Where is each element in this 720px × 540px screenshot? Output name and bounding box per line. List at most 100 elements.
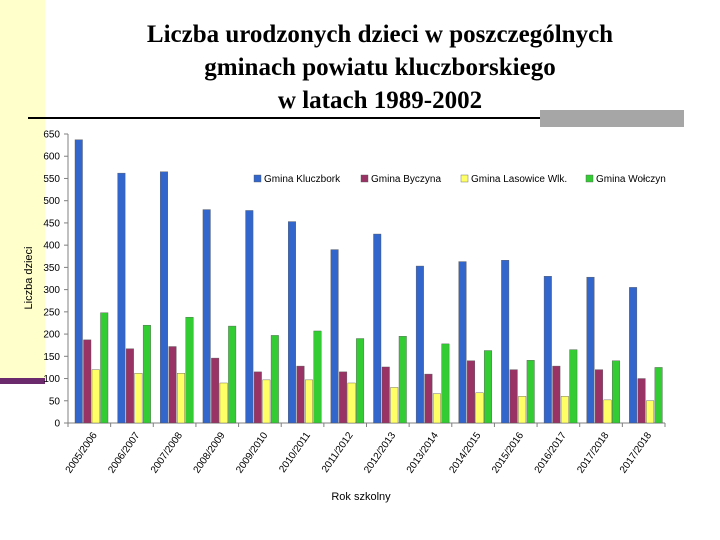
bar (228, 325, 237, 424)
bar (117, 172, 126, 424)
bar (168, 346, 177, 424)
bar (100, 312, 109, 424)
y-tick-label: 50 (49, 396, 61, 407)
y-tick-label: 0 (54, 419, 60, 430)
title-line-3: w latach 1989-2002 (277, 87, 483, 114)
legend-swatch (585, 174, 594, 183)
title-line-2: gminach powiatu kluczborskiego (204, 54, 556, 81)
x-tick-label: 2009/2010 (234, 430, 270, 475)
y-tick-label: 500 (43, 196, 60, 207)
bar (211, 357, 220, 424)
legend-swatch (360, 174, 369, 183)
title-line-1: Liczba urodzonych dzieci w poszczególnyc… (146, 21, 614, 48)
bar (441, 343, 450, 424)
bar (501, 260, 510, 424)
bar (177, 373, 185, 424)
bar (381, 366, 390, 424)
bar (458, 261, 467, 424)
y-tick-label: 200 (43, 330, 60, 341)
page-title: Liczba urodzonych dzieci w poszczególnyc… (60, 18, 700, 117)
y-tick-label: 450 (43, 218, 60, 229)
x-tick-label: 2015/2016 (490, 430, 526, 475)
bar (586, 276, 595, 424)
legend-swatch (460, 174, 469, 183)
bar (134, 373, 143, 424)
x-tick-label: 2017/2018 (618, 430, 654, 475)
bar (373, 233, 382, 424)
bar (270, 335, 279, 424)
bar (202, 209, 211, 424)
bar (569, 349, 578, 424)
bar (262, 379, 271, 424)
x-tick-label: 2006/2007 (106, 430, 142, 475)
bar (467, 360, 475, 424)
bar (552, 365, 561, 424)
bar (185, 316, 194, 424)
y-tick-label: 150 (43, 352, 60, 363)
bar (595, 369, 603, 424)
x-tick-label: 2010/2011 (277, 430, 313, 475)
bar (91, 369, 100, 424)
x-tick-label: 2017/2018 (575, 430, 611, 475)
x-axis-label: Rok szkolny (331, 491, 391, 503)
y-tick-label: 300 (43, 285, 60, 296)
bar (509, 369, 518, 424)
bar (603, 399, 612, 424)
legend-label: Gmina Kluczbork (264, 174, 341, 185)
bar (526, 360, 535, 424)
bar (518, 396, 527, 424)
y-axis-label: Liczba dzieci (23, 247, 35, 310)
title-underline-accent (540, 110, 684, 127)
bar (253, 371, 262, 424)
bar (646, 400, 655, 424)
legend-label: Gmina Lasowice Wlk. (471, 174, 567, 185)
title-underline (28, 117, 540, 119)
bar (330, 249, 339, 424)
bar (475, 392, 484, 424)
y-tick-label: 350 (43, 263, 60, 274)
legend-label: Gmina Wołczyn (596, 174, 666, 185)
legend-label: Gmina Byczyna (371, 174, 441, 185)
y-tick-label: 600 (43, 152, 60, 163)
bar (398, 336, 407, 424)
bar (288, 221, 296, 424)
y-tick-label: 650 (43, 130, 60, 141)
bar (313, 330, 322, 424)
legend-swatch (253, 174, 262, 183)
bar (654, 367, 663, 424)
bar (629, 287, 638, 424)
left-accent-bar-base (0, 378, 45, 384)
x-tick-label: 2014/2015 (447, 430, 483, 475)
y-tick-label: 250 (43, 307, 60, 318)
bar (83, 339, 92, 424)
bar (390, 387, 399, 424)
y-tick-label: 400 (43, 241, 60, 252)
bar (305, 379, 313, 424)
bar (415, 265, 424, 424)
x-tick-label: 2013/2014 (405, 430, 441, 475)
bar (339, 371, 348, 424)
bar (142, 324, 151, 424)
x-tick-label: 2005/2006 (64, 430, 100, 475)
bar (245, 210, 254, 424)
left-accent-bar (0, 0, 45, 383)
x-tick-label: 2007/2008 (149, 430, 185, 475)
bar (560, 396, 569, 424)
bar (424, 373, 433, 424)
bar (296, 365, 305, 424)
y-tick-label: 100 (43, 374, 60, 385)
bar (432, 393, 441, 424)
bar (543, 276, 552, 424)
bar (347, 382, 356, 424)
bar (219, 382, 228, 424)
bar (74, 139, 83, 424)
bar (484, 350, 492, 424)
y-tick-label: 550 (43, 174, 60, 185)
x-tick-label: 2016/2017 (533, 430, 569, 475)
bar (356, 338, 365, 424)
x-tick-label: 2012/2013 (362, 430, 398, 475)
bar (160, 171, 168, 424)
x-tick-label: 2008/2009 (192, 430, 228, 475)
bar (125, 348, 134, 424)
